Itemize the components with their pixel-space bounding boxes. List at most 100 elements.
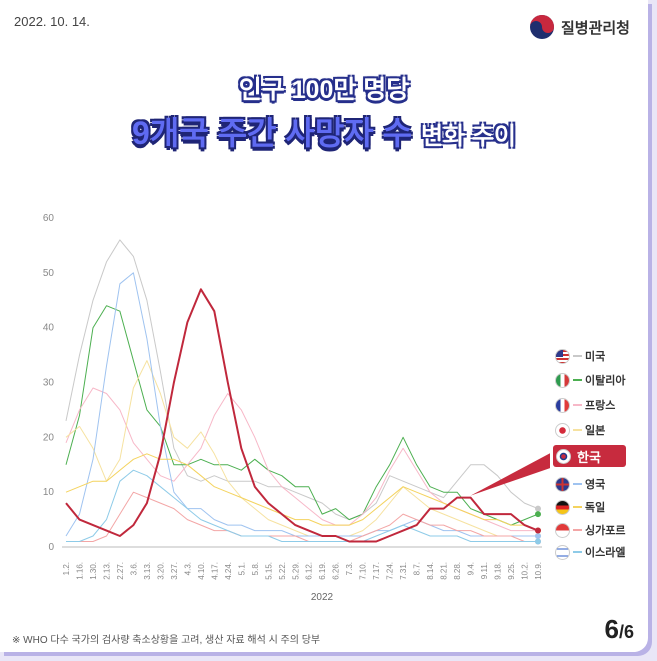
- x-tick-label: 3.13.: [143, 562, 152, 580]
- x-tick-label: 7.31.: [399, 562, 408, 580]
- x-tick-label: 7.3.: [345, 562, 354, 575]
- legend-item-israel: 이스라엘: [555, 543, 625, 561]
- japan-flag-icon: [555, 422, 570, 438]
- page-indicator: 6/6: [605, 614, 634, 645]
- legend-item-italy: 이탈리아: [555, 371, 625, 389]
- legend-label: 이탈리아: [585, 375, 626, 387]
- x-tick-label: 4.10.: [197, 562, 206, 580]
- legend-item-japan: 일본: [555, 421, 605, 439]
- x-tick-label: 5.29.: [291, 562, 300, 580]
- legend-label: 이스라엘: [585, 547, 626, 559]
- legend-line: [573, 506, 582, 508]
- legend-label: 미국: [585, 351, 606, 363]
- x-tick-label: 5.1.: [237, 562, 246, 575]
- series-line-7: [66, 491, 538, 542]
- x-tick-label: 7.10.: [359, 562, 368, 580]
- x-tick-label: 1.2.: [62, 562, 71, 575]
- series-line-1: [65, 305, 539, 526]
- x-tick-label: 3.27.: [170, 562, 179, 580]
- x-tick-label: 8.14.: [426, 562, 435, 580]
- singapore-flag-icon: [555, 522, 570, 538]
- series-line-8: [66, 469, 538, 542]
- us-flag-icon: [555, 348, 570, 364]
- org-brand: 질병관리청: [529, 14, 630, 40]
- france-flag-icon: [555, 397, 570, 413]
- legend-item-korea: 한국: [553, 445, 626, 467]
- date-label: 2022. 10. 14.: [14, 14, 90, 29]
- legend-label: 한국: [577, 449, 601, 465]
- y-tick-label: 0: [48, 542, 54, 553]
- series-end-point-5: [535, 533, 541, 540]
- taegeuk-logo-icon: [529, 15, 554, 39]
- x-axis-label: 2022: [311, 592, 334, 603]
- footnote: ※ WHO 다수 국가의 검사량 축소상황을 고려, 생산 자료 해석 시 주의…: [12, 635, 321, 646]
- series-end-point-8: [535, 538, 541, 545]
- x-axis: 1.2. 1.16. 1.30. 2.13. 2.27. 3.6. 3.13. 3.20. 3.…: [62, 546, 543, 580]
- x-tick-label: 9.4.: [467, 562, 476, 575]
- y-tick-label: 40: [43, 323, 55, 334]
- legend-label: 싱가포르: [585, 525, 626, 537]
- x-tick-label: 10.2.: [521, 562, 530, 580]
- legend-label: 독일: [585, 502, 606, 514]
- series-line-2: [65, 387, 538, 532]
- legend-item-uk: 영국: [555, 475, 605, 493]
- legend-line: [573, 379, 582, 381]
- y-tick-label: 10: [43, 487, 55, 498]
- legend-item-singapore: 싱가포르: [555, 521, 625, 539]
- infographic-card: 2022. 10. 14. 질병관리청 인구 100만 명당 9개국 주간 사망…: [0, 0, 648, 652]
- korea-callout-pointer: [470, 453, 550, 496]
- y-tick-label: 20: [43, 432, 55, 443]
- x-tick-label: 4.24.: [224, 562, 233, 580]
- legend-line: [573, 429, 582, 431]
- x-tick-label: 9.18.: [494, 562, 503, 580]
- series-end-point-4: [535, 527, 541, 534]
- x-tick-label: 1.16.: [75, 562, 84, 580]
- x-tick-label: 8.7.: [413, 562, 422, 575]
- chart-series: [65, 239, 541, 545]
- y-tick-label: 50: [43, 268, 55, 279]
- x-tick-label: 5.8.: [251, 562, 260, 575]
- legend-line: [573, 551, 582, 553]
- germany-flag-icon: [555, 499, 570, 515]
- title-main: 9개국 주간 사망자 수: [132, 115, 413, 151]
- legend-item-us: 미국: [555, 347, 605, 365]
- x-tick-label: 4.3.: [183, 562, 192, 575]
- org-name: 질병관리청: [560, 19, 630, 37]
- x-tick-label: 7.24.: [386, 562, 395, 580]
- legend-line: [573, 404, 582, 406]
- x-tick-label: 10.9.: [534, 562, 543, 580]
- korea-flag-icon: [556, 448, 571, 464]
- legend-line: [573, 483, 582, 485]
- title-sub: 변화 추이: [420, 123, 516, 150]
- line-chart: 0 10 20 30 40 50 60 1.2. 1.16. 1.30. 2.13. 2.27. 3.…: [43, 213, 550, 603]
- series-line-6: [65, 453, 539, 532]
- x-tick-label: 9.11.: [480, 562, 489, 579]
- series-line-0: [65, 239, 539, 521]
- legend-line: [573, 529, 582, 531]
- page-total: /6: [618, 622, 634, 642]
- legend-label: 일본: [585, 425, 606, 437]
- legend-item-germany: 독일: [555, 498, 605, 516]
- x-tick-label: 6.19.: [318, 562, 327, 580]
- x-tick-label: 5.15.: [264, 562, 273, 580]
- italy-flag-icon: [555, 372, 570, 388]
- x-tick-label: 2.13.: [102, 562, 111, 580]
- x-tick-label: 5.22.: [278, 562, 287, 580]
- x-tick-label: 1.30.: [89, 562, 98, 580]
- x-tick-label: 4.17.: [210, 562, 219, 580]
- x-tick-label: 3.20.: [156, 562, 165, 580]
- y-tick-label: 60: [43, 213, 55, 224]
- legend-label: 프랑스: [585, 400, 616, 412]
- page-current: 6: [604, 614, 619, 644]
- x-tick-label: 8.21.: [440, 562, 449, 580]
- x-tick-label: 2.27.: [116, 562, 125, 580]
- x-tick-label: 9.25.: [507, 562, 516, 580]
- legend-label: 영국: [585, 479, 606, 491]
- series-end-point-1: [535, 511, 541, 518]
- x-tick-label: 6.26.: [332, 562, 341, 580]
- title-line2: 9개국 주간 사망자 수 변화 추이: [0, 108, 648, 154]
- y-axis: 0 10 20 30 40 50 60: [43, 213, 55, 553]
- series-end-point-0: [535, 505, 541, 512]
- x-tick-label: 7.17.: [372, 562, 381, 580]
- x-tick-label: 3.6.: [129, 562, 138, 575]
